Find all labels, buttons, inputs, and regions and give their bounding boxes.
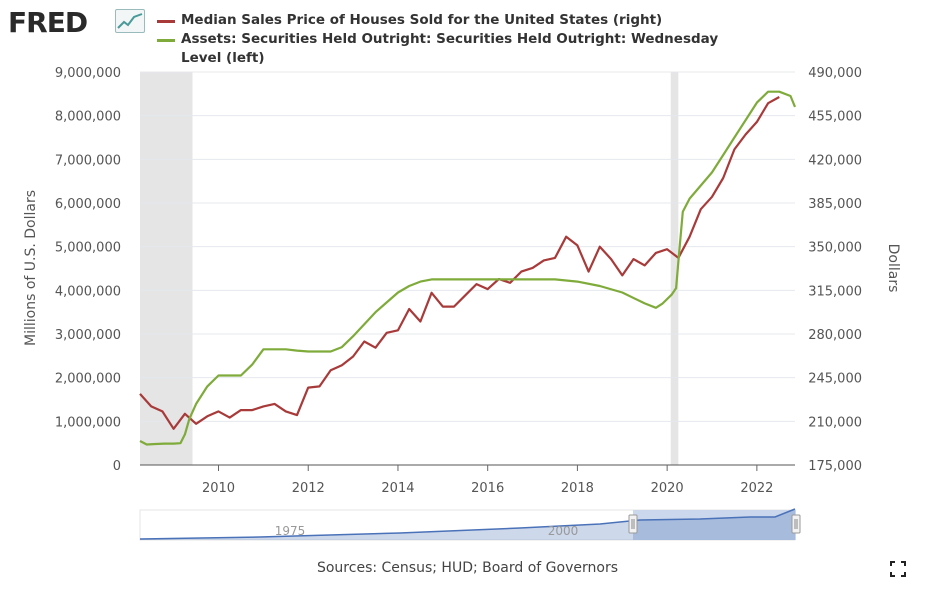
- y-tick-right: 315,000: [808, 284, 862, 299]
- navigator-frame: [139, 509, 796, 541]
- y-tick-right: 455,000: [808, 110, 862, 125]
- navigator-handle-right[interactable]: [791, 514, 801, 534]
- fullscreen-icon[interactable]: [890, 561, 906, 577]
- y-tick-left: 6,000,000: [55, 197, 121, 212]
- legend-label-securities: Assets: Securities Held Outright: Securi…: [181, 31, 719, 66]
- x-tick-label: 2012: [292, 481, 325, 496]
- x-tick-label: 2018: [561, 481, 594, 496]
- y-tick-left: 8,000,000: [55, 110, 121, 125]
- y-tick-left: 2,000,000: [55, 372, 121, 387]
- recession-band-1: [670, 72, 679, 465]
- y-tick-right: 420,000: [808, 153, 862, 168]
- y-tick-right: 490,000: [808, 66, 862, 81]
- legend-swatch-house-price: [157, 20, 175, 23]
- x-tick-label: 2020: [651, 481, 684, 496]
- chart-legend: Median Sales Price of Houses Sold for th…: [157, 11, 781, 68]
- y-axis-label-left: Millions of U.S. Dollars: [23, 190, 39, 346]
- legend-swatch-securities: [157, 39, 175, 42]
- y-tick-left: 9,000,000: [55, 66, 121, 81]
- navigator-handle-left[interactable]: [628, 514, 638, 534]
- y-tick-right: 210,000: [808, 415, 862, 430]
- navigator-line: [139, 508, 796, 540]
- x-tick-label: 2016: [471, 481, 504, 496]
- y-tick-right: 280,000: [808, 328, 862, 343]
- y-tick-left: 0: [113, 459, 121, 474]
- source-note: Sources: Census; HUD; Board of Governors: [316, 560, 618, 576]
- series-line-house-price: [139, 96, 780, 430]
- y-tick-right: 175,000: [808, 459, 862, 474]
- y-tick-left: 1,000,000: [55, 415, 121, 430]
- y-tick-left: 4,000,000: [55, 284, 121, 299]
- y-tick-left: 3,000,000: [55, 328, 121, 343]
- fred-logo: FRED: [8, 6, 88, 39]
- fred-chart-icon: [115, 9, 145, 33]
- x-tick-label: 2022: [740, 481, 773, 496]
- navigator-selection: [633, 510, 796, 540]
- y-tick-left: 7,000,000: [55, 153, 121, 168]
- x-tick-label: 2010: [202, 481, 235, 496]
- x-tick-label: 2014: [381, 481, 414, 496]
- series-line-securities: [139, 90, 797, 446]
- y-tick-right: 385,000: [808, 197, 862, 212]
- y-axis-label-right: Dollars: [885, 244, 901, 293]
- range-navigator[interactable]: 1975 2000: [139, 508, 801, 541]
- navigator-tick-label: 2000: [548, 524, 579, 538]
- y-tick-right: 245,000: [808, 372, 862, 387]
- legend-item-securities[interactable]: Assets: Securities Held Outright: Securi…: [157, 30, 761, 68]
- legend-label-house-price: Median Sales Price of Houses Sold for th…: [181, 12, 663, 28]
- navigator-tick-label: 1975: [275, 524, 306, 538]
- y-tick-right: 350,000: [808, 241, 862, 256]
- recession-band-0: [140, 72, 193, 465]
- legend-item-house-price[interactable]: Median Sales Price of Houses Sold for th…: [157, 11, 781, 30]
- y-tick-left: 5,000,000: [55, 241, 121, 256]
- navigator-area: [140, 509, 795, 540]
